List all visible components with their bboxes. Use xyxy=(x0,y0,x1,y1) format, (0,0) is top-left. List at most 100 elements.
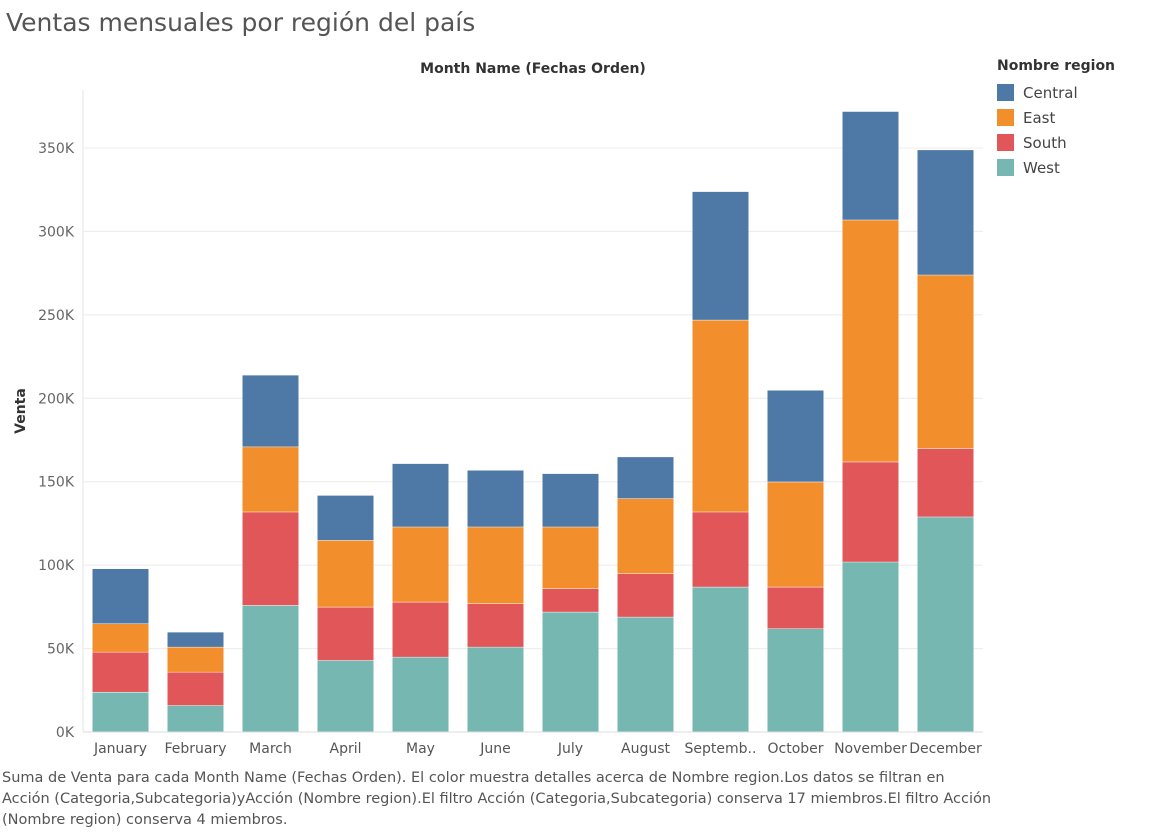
bar-segment-central xyxy=(767,389,824,482)
legend-item-east[interactable]: East xyxy=(997,105,1115,130)
y-tick-label: 200K xyxy=(38,391,75,407)
bar-segment-central xyxy=(392,463,449,527)
bar-segment-west xyxy=(692,586,749,732)
bar-segment-central xyxy=(617,456,674,499)
bar-segment-central xyxy=(917,149,974,275)
bar-stack xyxy=(317,494,374,732)
x-tick-label: December xyxy=(909,741,982,757)
legend: Nombre region Central East South West xyxy=(997,58,1115,180)
legend-label-west: West xyxy=(1023,158,1060,177)
bar-segment-west xyxy=(392,656,449,732)
bar-segment-west xyxy=(242,605,299,732)
bar-stack xyxy=(542,472,599,732)
y-tick-label: 250K xyxy=(38,308,75,324)
bar-segment-south xyxy=(317,606,374,661)
x-tick-label: January xyxy=(93,741,147,757)
bar-stack xyxy=(242,374,299,732)
bar-stack xyxy=(842,110,899,732)
bar-segment-west xyxy=(917,516,974,732)
bar-segment-central xyxy=(317,495,374,541)
legend-swatch-west xyxy=(997,159,1014,176)
x-tick-label: May xyxy=(406,741,435,757)
bar-stack xyxy=(167,631,224,732)
bar-segment-south xyxy=(767,586,824,629)
bar-segment-east xyxy=(692,319,749,512)
bar-segment-south xyxy=(242,511,299,606)
bar-segment-central xyxy=(542,473,599,527)
legend-swatch-central xyxy=(997,84,1014,101)
bar-segment-south xyxy=(467,603,524,647)
x-tick-label: October xyxy=(767,741,823,757)
bar-segment-south xyxy=(392,601,449,657)
legend-item-south[interactable]: South xyxy=(997,130,1115,155)
bar-segment-east xyxy=(392,526,449,602)
x-tick-label: November xyxy=(834,741,907,757)
y-tick-label: 0K xyxy=(56,725,75,741)
y-tick-label: 50K xyxy=(47,642,75,658)
bar-segment-west xyxy=(842,561,899,732)
x-tick-label: April xyxy=(330,741,362,757)
legend-title: Nombre region xyxy=(997,58,1116,74)
legend-item-west[interactable]: West xyxy=(997,155,1115,180)
y-tick-label: 300K xyxy=(38,224,75,240)
bar-segment-south xyxy=(842,461,899,562)
bar-segment-central xyxy=(167,631,224,647)
bars xyxy=(92,110,974,732)
bar-stack xyxy=(92,567,149,732)
bar-segment-west xyxy=(467,646,524,732)
legend-label-central: Central xyxy=(1023,83,1078,102)
bar-segment-south xyxy=(92,651,149,692)
axes: 0K 50K 100K 150K 200K 250K 300K 350K Month Name … xyxy=(13,61,983,757)
bar-segment-east xyxy=(617,498,674,574)
x-tick-label: August xyxy=(621,741,671,757)
bar-stack xyxy=(392,462,449,732)
bar-segment-east xyxy=(767,481,824,587)
bar-segment-west xyxy=(542,611,599,732)
bar-stack xyxy=(917,149,974,732)
bar-segment-central xyxy=(467,470,524,527)
chart-title: Ventas mensuales por región del país xyxy=(6,8,476,37)
y-tick-label: 350K xyxy=(38,141,75,157)
chart-caption: Suma de Venta para cada Month Name (Fech… xyxy=(2,770,992,828)
bar-segment-east xyxy=(542,526,599,589)
bar-segment-central xyxy=(692,191,749,320)
legend-label-east: East xyxy=(1023,108,1056,127)
legend-swatch-south xyxy=(997,134,1014,151)
x-tick-label: July xyxy=(557,741,583,757)
y-axis-title: Venta xyxy=(13,388,29,434)
legend-swatch-east xyxy=(997,109,1014,126)
bar-segment-east xyxy=(842,219,899,462)
bar-stack xyxy=(617,456,674,732)
bar-segment-west xyxy=(317,660,374,732)
bar-segment-east xyxy=(92,623,149,652)
bar-segment-east xyxy=(242,446,299,512)
bar-stack xyxy=(767,389,824,732)
bar-segment-east xyxy=(167,646,224,672)
bar-segment-east xyxy=(467,526,524,604)
bar-segment-east xyxy=(317,540,374,607)
x-axis-title: Month Name (Fechas Orden) xyxy=(420,61,646,77)
y-tick-label: 100K xyxy=(38,558,75,574)
bar-segment-west xyxy=(767,628,824,732)
legend-item-central[interactable]: Central xyxy=(997,80,1115,105)
legend-label-south: South xyxy=(1023,133,1067,152)
bar-segment-central xyxy=(842,111,899,220)
bar-stack xyxy=(692,190,749,732)
x-tick-label: March xyxy=(249,741,292,757)
bar-segment-south xyxy=(542,588,599,612)
bar-stack xyxy=(467,469,524,732)
bar-segment-east xyxy=(917,274,974,449)
x-tick-label: February xyxy=(164,741,226,757)
bar-segment-south xyxy=(167,671,224,706)
x-tick-label: Septemb.. xyxy=(685,741,757,757)
bar-segment-central xyxy=(92,568,149,624)
bar-segment-west xyxy=(617,616,674,732)
bar-segment-west xyxy=(167,705,224,732)
bar-segment-west xyxy=(92,691,149,732)
x-tick-label: June xyxy=(479,741,511,757)
bar-segment-south xyxy=(617,573,674,617)
bar-segment-south xyxy=(692,511,749,587)
bar-segment-south xyxy=(917,448,974,517)
bar-segment-central xyxy=(242,374,299,447)
